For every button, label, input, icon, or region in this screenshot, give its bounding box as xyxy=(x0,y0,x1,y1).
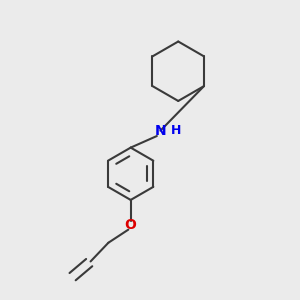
Text: H: H xyxy=(171,124,181,136)
Text: N: N xyxy=(154,124,166,138)
Text: O: O xyxy=(125,218,136,232)
